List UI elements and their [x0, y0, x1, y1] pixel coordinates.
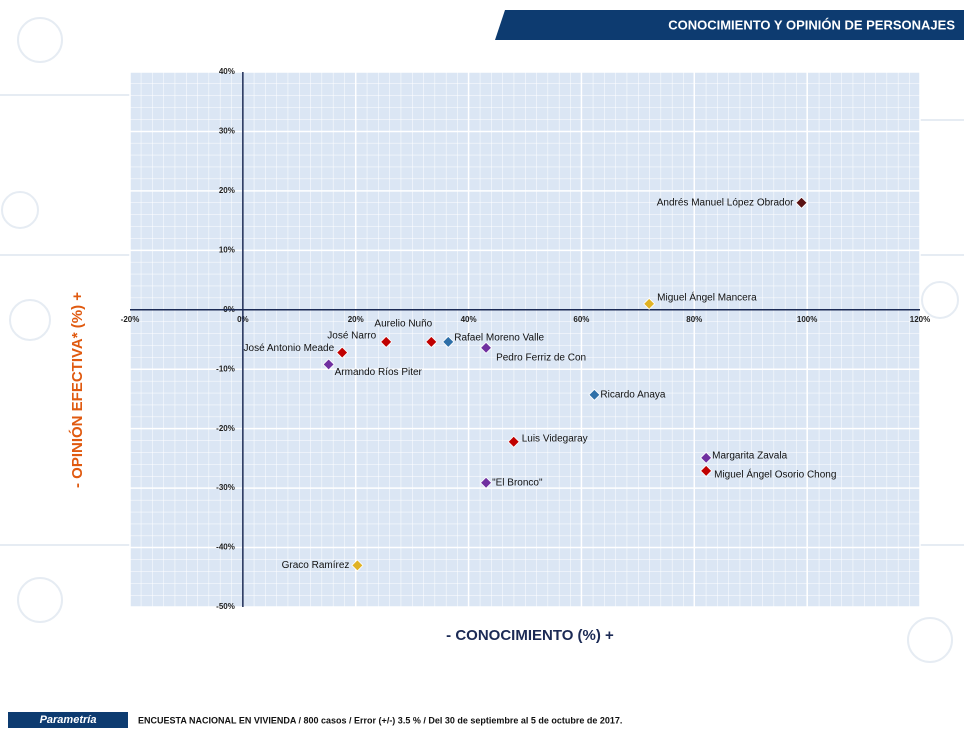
- header-title: CONOCIMIENTO Y OPINIÓN DE PERSONAJES: [668, 17, 955, 32]
- plot-area: [130, 72, 920, 607]
- data-point: [351, 559, 364, 572]
- y-tick-label: 30%: [219, 127, 235, 136]
- point-label: "El Bronco": [492, 477, 543, 488]
- point-label: José Antonio Meade: [244, 343, 335, 354]
- data-point: [479, 341, 493, 354]
- point-label: Miguel Ángel Osorio Chong: [714, 468, 836, 481]
- x-tick-label: 100%: [797, 315, 817, 324]
- y-tick-label: -40%: [216, 543, 235, 552]
- x-axis-label: - CONOCIMIENTO (%) +: [446, 627, 614, 644]
- y-tick-label: 10%: [219, 245, 235, 254]
- y-tick-label: 20%: [219, 186, 235, 195]
- data-point: [442, 335, 455, 348]
- footer-note: ENCUESTA NACIONAL EN VIVIENDA / 800 caso…: [138, 715, 622, 725]
- point-label: Aurelio Nuño: [374, 319, 432, 330]
- y-tick-label: -10%: [216, 364, 235, 373]
- x-tick-label: 40%: [461, 315, 477, 324]
- x-tick-label: 120%: [910, 315, 930, 324]
- y-axis-label: - OPINIÓN EFECTIVA* (%) +: [68, 292, 86, 488]
- plot: -20%0%20%40%60%80%100%120%40%30%20%10%0%…: [121, 67, 931, 611]
- x-tick-label: 80%: [686, 315, 702, 324]
- brand-box: [8, 712, 128, 728]
- point-label: Luis Videgaray: [522, 433, 588, 444]
- point-label: Pedro Ferriz de Con: [496, 352, 586, 363]
- point-label: Rafael Moreno Valle: [454, 333, 544, 344]
- y-tick-label: -30%: [216, 483, 235, 492]
- x-tick-label: 60%: [573, 315, 589, 324]
- data-point: [322, 358, 335, 371]
- background-decoration: [0, 17, 964, 663]
- data-point: [643, 297, 656, 310]
- y-tick-label: -50%: [216, 602, 235, 611]
- data-point: [507, 435, 520, 448]
- point-label: Miguel Ángel Mancera: [657, 290, 757, 303]
- data-point: [700, 451, 713, 464]
- point-label: Margarita Zavala: [712, 450, 787, 461]
- data-point: [700, 464, 713, 477]
- brand: Parametría: [40, 714, 97, 726]
- point-label: José Narro: [327, 331, 376, 342]
- data-point: [425, 335, 438, 348]
- data-point: [588, 388, 601, 401]
- point-label: Ricardo Anaya: [600, 389, 665, 400]
- x-tick-label: -20%: [121, 315, 140, 324]
- data-point: [336, 346, 349, 359]
- point-label: Graco Ramírez: [282, 560, 350, 571]
- x-tick-label: 20%: [348, 315, 364, 324]
- point-label: Andrés Manuel López Obrador: [657, 197, 794, 208]
- point-label: Armando Ríos Piter: [335, 367, 423, 378]
- data-point: [380, 335, 393, 348]
- data-point: [795, 196, 808, 209]
- y-tick-label: -20%: [216, 424, 235, 433]
- data-point: [479, 476, 493, 489]
- header-band: [495, 10, 964, 40]
- y-tick-label: 40%: [219, 67, 235, 76]
